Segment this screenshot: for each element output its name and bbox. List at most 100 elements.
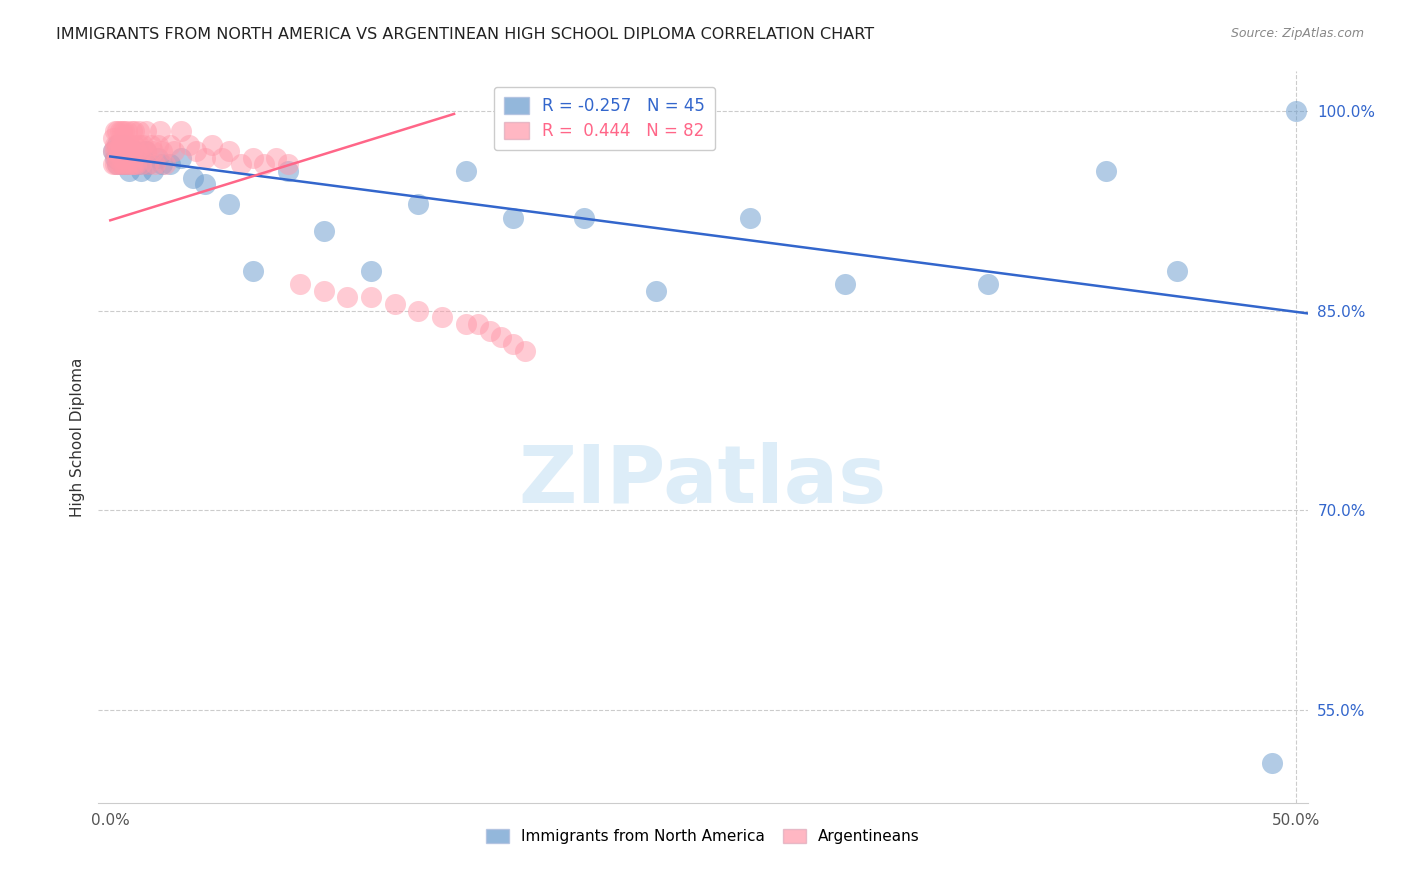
Point bbox=[121, 124, 143, 138]
Point bbox=[108, 144, 131, 158]
Point bbox=[121, 157, 143, 171]
Point bbox=[101, 131, 124, 145]
Point bbox=[118, 151, 141, 165]
Point bbox=[108, 151, 131, 165]
Point bbox=[111, 124, 134, 138]
Point bbox=[360, 290, 382, 304]
Point bbox=[360, 264, 382, 278]
Point bbox=[114, 157, 136, 171]
Point bbox=[111, 144, 134, 158]
Point bbox=[184, 144, 207, 158]
Point bbox=[253, 157, 276, 171]
Point bbox=[118, 144, 141, 158]
Point bbox=[128, 137, 150, 152]
Point bbox=[122, 144, 145, 158]
Point bbox=[644, 284, 666, 298]
Point bbox=[229, 157, 252, 171]
Point bbox=[149, 124, 172, 138]
Point bbox=[142, 164, 165, 178]
Point bbox=[139, 137, 162, 152]
Point bbox=[121, 144, 143, 158]
Point bbox=[104, 157, 127, 171]
Point bbox=[1285, 104, 1308, 119]
Point bbox=[121, 146, 143, 161]
Point bbox=[114, 124, 136, 138]
Point bbox=[264, 151, 287, 165]
Point bbox=[118, 157, 141, 171]
Point bbox=[491, 330, 513, 344]
Point bbox=[115, 157, 138, 171]
Point bbox=[111, 144, 134, 158]
Point bbox=[105, 157, 128, 171]
Point bbox=[118, 164, 141, 178]
Point bbox=[408, 197, 430, 211]
Point bbox=[104, 144, 127, 158]
Point bbox=[105, 124, 128, 138]
Point bbox=[277, 164, 299, 178]
Point bbox=[114, 151, 136, 165]
Point bbox=[122, 157, 145, 171]
Point bbox=[115, 144, 138, 158]
Point bbox=[101, 144, 124, 158]
Point bbox=[467, 317, 489, 331]
Point bbox=[115, 124, 138, 138]
Point bbox=[218, 197, 240, 211]
Point bbox=[108, 137, 131, 152]
Point bbox=[135, 124, 157, 138]
Point bbox=[976, 277, 998, 292]
Point bbox=[159, 157, 181, 171]
Point bbox=[115, 144, 138, 158]
Point bbox=[312, 284, 335, 298]
Point bbox=[128, 157, 150, 171]
Point bbox=[111, 151, 134, 165]
Point bbox=[1261, 756, 1284, 770]
Point bbox=[218, 144, 240, 158]
Text: ZIPatlas: ZIPatlas bbox=[519, 442, 887, 520]
Point bbox=[132, 137, 155, 152]
Point bbox=[146, 151, 169, 165]
Text: IMMIGRANTS FROM NORTH AMERICA VS ARGENTINEAN HIGH SCHOOL DIPLOMA CORRELATION CHA: IMMIGRANTS FROM NORTH AMERICA VS ARGENTI… bbox=[56, 27, 875, 42]
Point bbox=[336, 290, 359, 304]
Point bbox=[114, 144, 136, 158]
Point bbox=[104, 137, 127, 152]
Point bbox=[142, 144, 165, 158]
Point bbox=[115, 157, 138, 171]
Point bbox=[194, 178, 217, 192]
Text: Source: ZipAtlas.com: Source: ZipAtlas.com bbox=[1230, 27, 1364, 40]
Point bbox=[502, 211, 524, 225]
Point bbox=[111, 157, 134, 171]
Point bbox=[136, 157, 159, 171]
Point bbox=[384, 297, 406, 311]
Point bbox=[1095, 164, 1118, 178]
Point bbox=[122, 151, 145, 165]
Point bbox=[454, 317, 477, 331]
Point bbox=[125, 144, 148, 158]
Point bbox=[104, 124, 127, 138]
Point bbox=[114, 137, 136, 152]
Point bbox=[111, 137, 134, 152]
Point bbox=[129, 164, 152, 178]
Point bbox=[502, 337, 524, 351]
Point bbox=[1166, 264, 1188, 278]
Point bbox=[152, 144, 174, 158]
Point bbox=[108, 124, 131, 138]
Point bbox=[432, 310, 454, 325]
Point bbox=[125, 151, 148, 165]
Point bbox=[101, 144, 124, 158]
Point bbox=[105, 144, 128, 158]
Point bbox=[454, 164, 477, 178]
Point bbox=[312, 224, 335, 238]
Point bbox=[740, 211, 762, 225]
Point bbox=[181, 170, 204, 185]
Point bbox=[152, 157, 174, 171]
Point bbox=[177, 137, 200, 152]
Point bbox=[478, 324, 501, 338]
Point bbox=[105, 151, 128, 165]
Point bbox=[159, 137, 181, 152]
Point bbox=[108, 157, 131, 171]
Point bbox=[163, 144, 186, 158]
Point bbox=[574, 211, 596, 225]
Point bbox=[201, 137, 224, 152]
Point bbox=[128, 124, 150, 138]
Point bbox=[288, 277, 311, 292]
